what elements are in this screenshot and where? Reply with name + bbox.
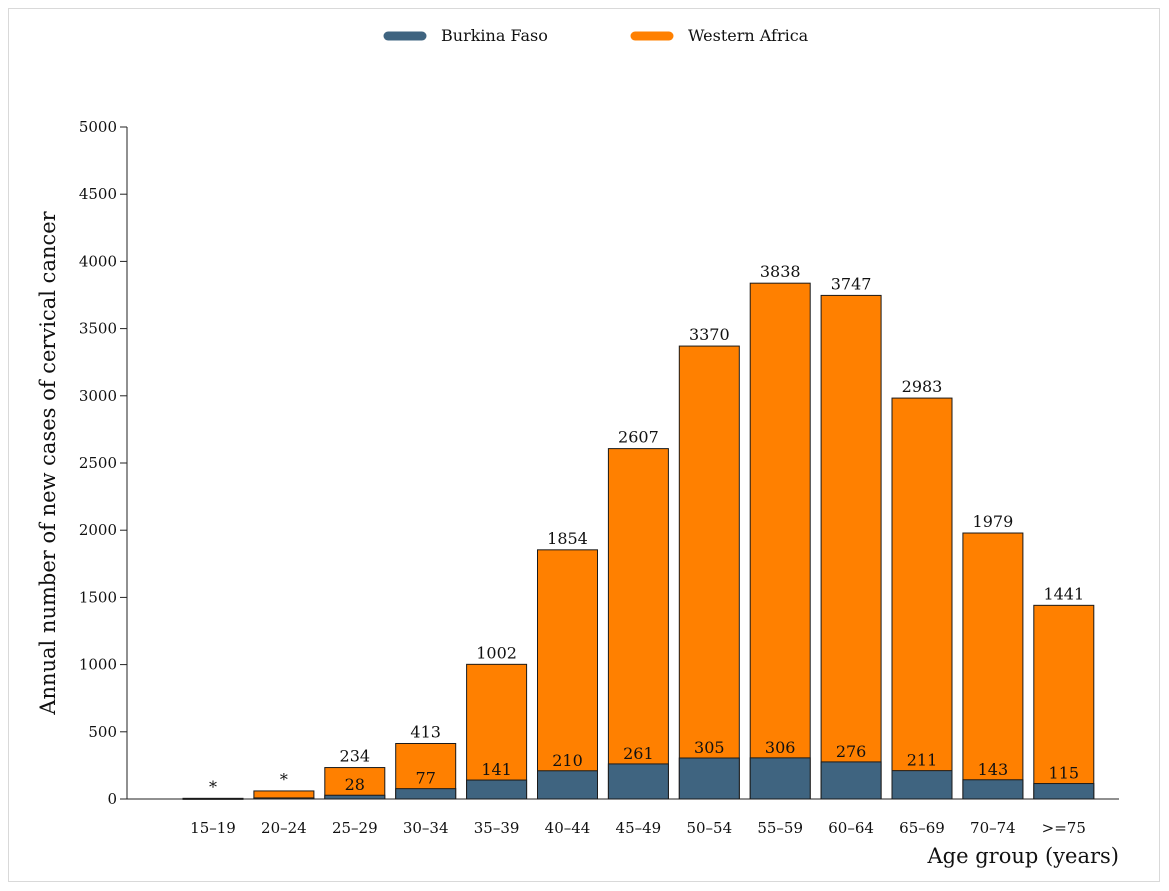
x-tick-label: 35–39 xyxy=(474,819,520,837)
x-tick-label: 25–29 xyxy=(332,819,378,837)
y-tick-label: 1500 xyxy=(79,588,117,606)
x-tick-label: >=75 xyxy=(1042,819,1086,837)
bar-burkina-faso xyxy=(395,788,457,800)
label-burkina-faso: 141 xyxy=(481,760,512,779)
x-tick-label: 45–49 xyxy=(616,819,662,837)
x-axis: 15–19 20–24 25–29 30–34 35–39 40–44 45–49 50–54… xyxy=(127,798,1119,837)
y-tick-label: 4500 xyxy=(79,185,117,203)
legend-item-1: Western Africa xyxy=(630,26,809,45)
bar-burkina-faso xyxy=(182,798,244,800)
legend-label: Burkina Faso xyxy=(441,26,548,45)
x-axis-label: Age group (years) xyxy=(927,844,1120,868)
label-burkina-faso: 28 xyxy=(345,775,365,794)
label-western-africa: 413 xyxy=(410,722,441,741)
label-western-africa: * xyxy=(209,777,217,796)
bar-burkina-faso xyxy=(466,779,528,800)
bar-western-africa xyxy=(466,663,528,800)
bar-burkina-faso xyxy=(962,779,1024,800)
x-tick-label: 60–64 xyxy=(828,819,874,837)
label-western-africa: 2983 xyxy=(902,377,943,396)
bar-burkina-faso xyxy=(607,763,669,800)
label-burkina-faso: 210 xyxy=(552,751,583,770)
label-western-africa: 1854 xyxy=(547,529,588,548)
bar-burkina-faso xyxy=(820,761,882,800)
x-tick-label: 40–44 xyxy=(545,819,591,837)
bar-burkina-faso xyxy=(678,757,740,800)
label-western-africa: 234 xyxy=(340,747,371,766)
x-tick-label: 15–19 xyxy=(190,819,236,837)
label-western-africa: 2607 xyxy=(618,428,659,447)
label-western-africa: * xyxy=(280,770,288,789)
y-tick-label: 4000 xyxy=(79,252,117,270)
label-western-africa: 3838 xyxy=(760,262,801,281)
y-tick-label: 3500 xyxy=(79,320,117,338)
label-burkina-faso: 115 xyxy=(1049,764,1080,783)
bar-burkina-faso xyxy=(537,770,598,800)
bar-western-africa xyxy=(324,767,386,800)
legend: Burkina Faso Western Africa xyxy=(383,26,809,45)
y-tick-label: 1000 xyxy=(79,656,117,674)
y-tick-label: 5000 xyxy=(79,118,117,136)
bar-western-africa xyxy=(537,549,598,800)
legend-item-0: Burkina Faso xyxy=(383,26,548,45)
bar-western-africa xyxy=(749,282,811,800)
label-burkina-faso: 276 xyxy=(836,742,867,761)
y-axis: 0 500 1000 1500 2000 2500 3000 3500 4000 4500 5000 xyxy=(79,118,128,808)
label-western-africa: 3370 xyxy=(689,325,730,344)
label-western-africa: 1979 xyxy=(973,512,1014,531)
y-tick-label: 500 xyxy=(88,723,117,741)
bar-burkina-faso xyxy=(891,770,953,800)
x-tick-label: 65–69 xyxy=(899,819,945,837)
bar-western-africa xyxy=(678,345,740,800)
y-tick-label: 3000 xyxy=(79,387,117,405)
bar-burkina-faso xyxy=(324,794,386,800)
x-tick-label: 70–74 xyxy=(970,819,1016,837)
legend-label: Western Africa xyxy=(688,26,809,45)
label-western-africa: 1441 xyxy=(1043,584,1084,603)
label-burkina-faso: 77 xyxy=(416,769,436,788)
x-tick-label: 50–54 xyxy=(686,819,732,837)
label-burkina-faso: 306 xyxy=(765,738,796,757)
bar-western-africa xyxy=(1033,604,1095,800)
label-western-africa: 3747 xyxy=(831,274,872,293)
bars xyxy=(182,282,1095,800)
y-tick-label: 0 xyxy=(107,790,117,808)
bar-burkina-faso xyxy=(253,797,315,800)
bar-western-africa xyxy=(891,397,953,800)
label-burkina-faso: 305 xyxy=(694,738,725,757)
bar-western-africa xyxy=(607,448,669,800)
y-tick-label: 2000 xyxy=(79,521,117,539)
label-burkina-faso: 261 xyxy=(623,744,654,763)
y-tick-label: 2500 xyxy=(79,454,117,472)
bar-burkina-faso xyxy=(749,757,811,800)
bar-western-africa xyxy=(962,532,1024,800)
data-labels: * * 234 28 413 77 1002 141 1854 210 2607 261 3370 305… xyxy=(209,262,1084,796)
x-tick-label: 20–24 xyxy=(261,819,307,837)
bar-western-africa xyxy=(820,294,882,800)
x-tick-label: 55–59 xyxy=(757,819,803,837)
bar-burkina-faso xyxy=(1033,783,1095,800)
label-burkina-faso: 211 xyxy=(907,751,938,770)
x-tick-label: 30–34 xyxy=(403,819,449,837)
label-burkina-faso: 143 xyxy=(978,760,1009,779)
y-axis-label: Annual number of new cases of cervical c… xyxy=(36,210,60,715)
label-western-africa: 1002 xyxy=(476,643,517,662)
